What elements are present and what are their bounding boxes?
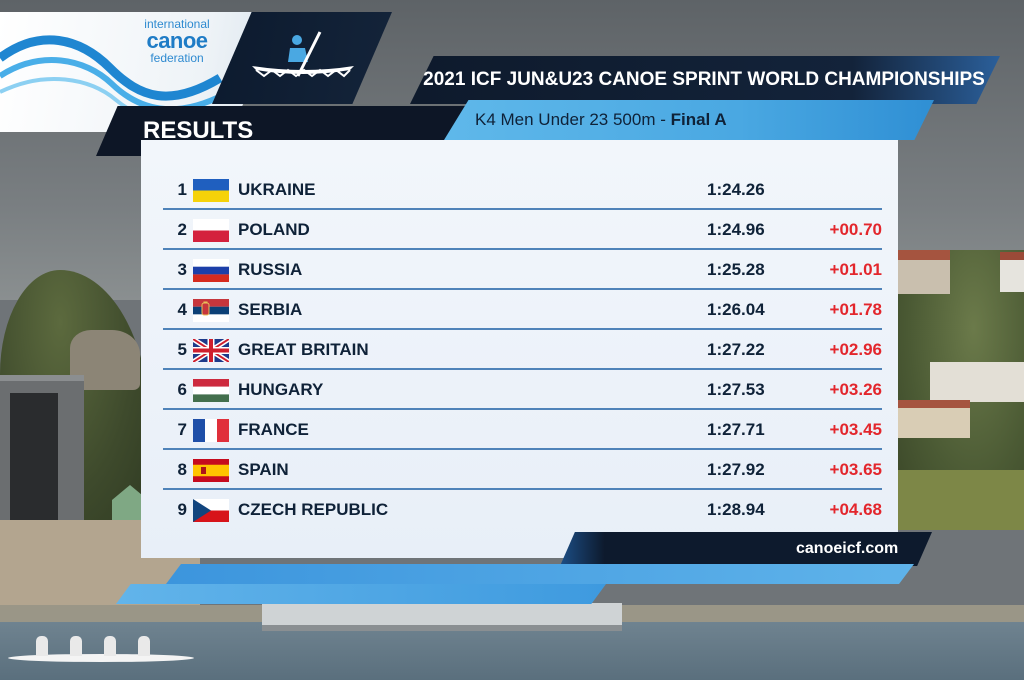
country-name: CZECH REPUBLIC [238,500,389,519]
result-row: 2 POLAND 1:24.96 +00.70 [141,210,898,250]
result-row: 7 FRANCE 1:27.71 +03.45 [141,410,898,450]
jetty [262,603,622,631]
event-bar [444,100,934,140]
finish-time: 1:27.53 [707,380,765,399]
rank: 6 [177,380,187,399]
result-row: 4 SERBIA 1:26.04 +01.78 [141,290,898,330]
logo-line-federation: federation [150,51,204,65]
results-table: 1 UKRAINE 1:24.26 2 POLAND 1:24.96 +00.70 3 RUSS… [141,170,898,530]
event-name: K4 Men Under 23 500m - [475,110,671,129]
rank: 2 [177,220,187,239]
results-heading: RESULTS [143,117,254,144]
rank: 5 [177,340,187,359]
time-behind: +00.70 [829,220,882,239]
rank: 1 [177,180,187,199]
championship-title: 2021 ICF JUN&U23 CANOE SPRINT WORLD CHAM… [423,69,985,90]
water [0,622,1024,680]
time-behind: +03.26 [829,380,882,399]
russia-flag-icon [193,259,229,282]
result-row: 3 RUSSIA 1:25.28 +01.01 [141,250,898,290]
icf-logo-text: international canoe federation [138,18,216,64]
country-name: FRANCE [238,420,309,439]
decor-stripe [166,564,914,584]
rank: 4 [177,300,187,319]
country-name: GREAT BRITAIN [238,340,369,359]
country-name: UKRAINE [238,180,316,199]
finish-time: 1:27.92 [707,460,765,479]
result-row: 8 SPAIN 1:27.92 +03.65 [141,450,898,490]
boathouse [0,375,84,525]
rower [70,636,82,656]
house [898,250,950,294]
time-behind: +03.45 [829,420,882,439]
time-behind: +01.78 [829,300,882,319]
result-row: 5 GREAT BRITAIN 1:27.22 +02.96 [141,330,898,370]
france-flag-icon [193,419,229,442]
rank: 3 [177,260,187,279]
event-title: K4 Men Under 23 500m - Final A [475,100,727,140]
result-row: 6 HUNGARY 1:27.53 +03.26 [141,370,898,410]
championship-title-bar [410,56,1000,104]
country-name: POLAND [238,220,310,239]
rower [36,636,48,656]
rank: 9 [177,500,187,519]
time-behind: +02.96 [829,340,882,359]
website-label: canoeicf.com [796,540,899,557]
canoe-sprint-icon [252,31,354,78]
footer-bar [560,532,932,566]
house [930,362,1024,402]
country-name: HUNGARY [238,380,324,399]
spain-flag-icon [193,459,229,482]
country-name: SPAIN [238,460,289,479]
rank: 7 [177,420,187,439]
finish-time: 1:28.94 [707,500,765,519]
result-row: 1 UKRAINE 1:24.26 [141,170,898,210]
finish-time: 1:27.22 [707,340,765,359]
poland-flag-icon [193,219,229,242]
czech-republic-flag-icon [193,499,229,522]
event-stage: Final A [670,110,727,129]
great-britain-flag-icon [193,339,229,362]
country-name: RUSSIA [238,260,303,279]
house [898,400,970,438]
boathouse-door [10,393,58,523]
time-behind: +04.68 [829,500,882,519]
rower [104,636,116,656]
rank: 8 [177,460,187,479]
hungary-flag-icon [193,379,229,402]
logo-line-international: international [144,17,210,31]
ukraine-flag-icon [193,179,229,202]
country-name: SERBIA [238,300,303,319]
finish-time: 1:27.71 [707,420,765,439]
finish-time: 1:26.04 [707,300,765,319]
kayak-boat [8,654,194,662]
decor-stripe [116,584,606,604]
field-right [898,470,1024,530]
finish-time: 1:25.28 [707,260,765,279]
serbia-flag-icon [193,299,229,322]
time-behind: +03.65 [829,460,882,479]
logo-line-canoe: canoe [146,28,208,53]
time-behind: +01.01 [829,260,882,279]
result-row: 9 CZECH REPUBLIC 1:28.94 +04.68 [141,490,898,530]
house [1000,252,1024,292]
finish-time: 1:24.26 [707,180,765,199]
finish-time: 1:24.96 [707,220,765,239]
rower [138,636,150,656]
